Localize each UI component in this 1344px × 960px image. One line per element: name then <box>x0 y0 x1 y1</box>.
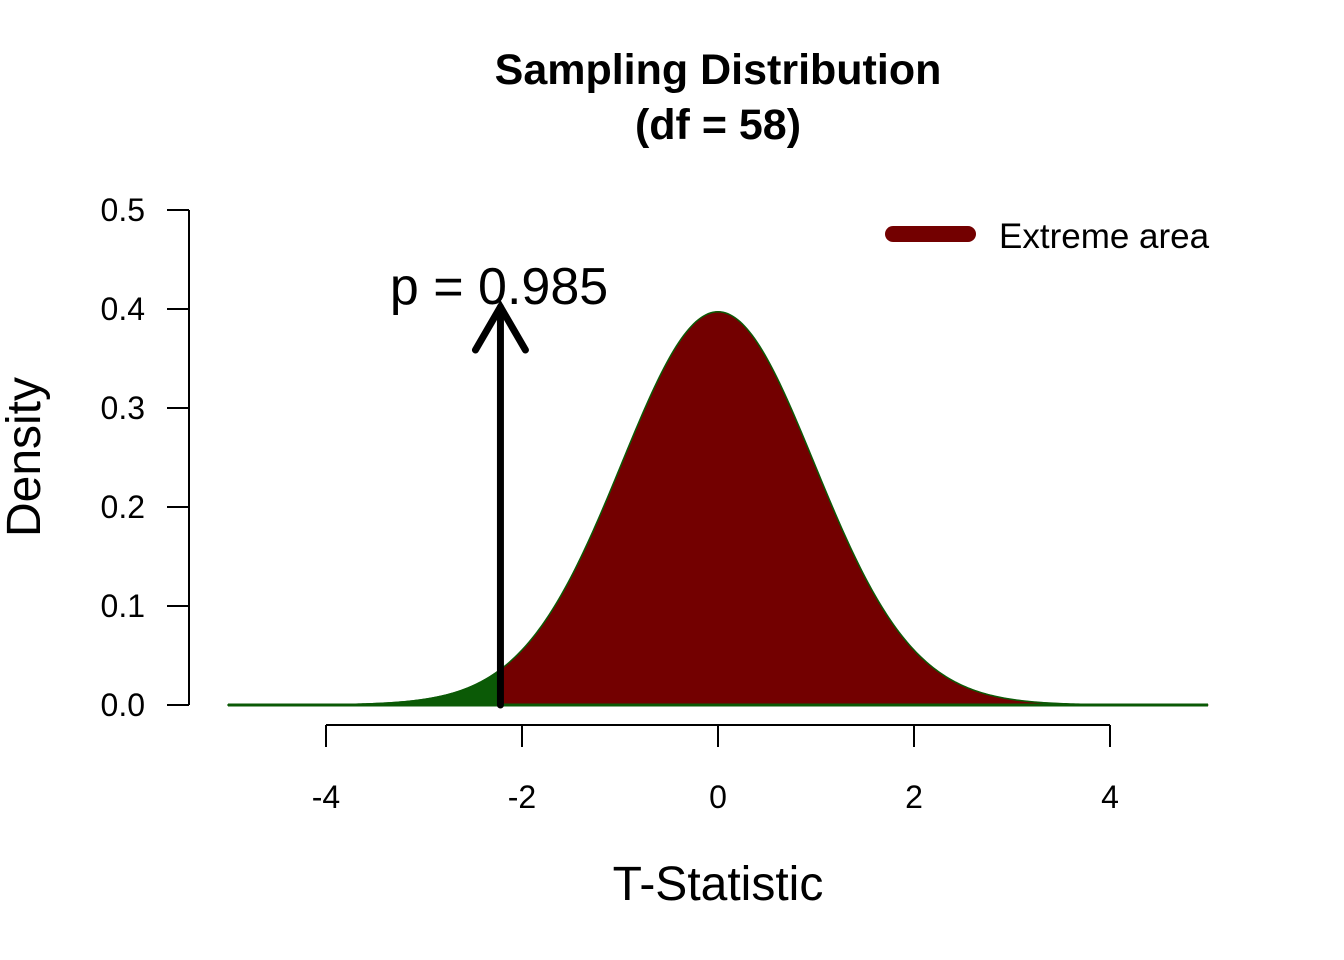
observed-t-arrow <box>471 300 529 709</box>
legend-label-extreme: Extreme area <box>999 217 1210 256</box>
extreme-area <box>499 311 1209 706</box>
chart-subtitle: (df = 58) <box>635 101 801 149</box>
x-tick-label: 4 <box>1101 779 1119 815</box>
y-tick-label: 0.2 <box>101 489 145 525</box>
y-tick-label: 0.0 <box>101 687 145 723</box>
y-tick-label: 0.4 <box>101 291 145 327</box>
legend: Extreme area <box>885 217 1210 256</box>
x-tick-label: 0 <box>709 779 727 815</box>
x-axis-title: T-Statistic <box>613 858 824 911</box>
x-tick-label: -2 <box>508 779 536 815</box>
density-area <box>227 310 1209 707</box>
y-axis: 0.0 0.1 0.2 0.3 0.4 0.5 <box>101 192 190 723</box>
x-tick-label: -4 <box>312 779 340 815</box>
chart-title: Sampling Distribution <box>495 46 942 94</box>
arrow-head <box>471 300 529 354</box>
y-axis-title: Density <box>0 377 51 537</box>
density-curve <box>228 310 1208 706</box>
y-tick-label: 0.3 <box>101 390 145 426</box>
x-tick-label: 2 <box>905 779 923 815</box>
y-tick-label: 0.1 <box>101 588 145 624</box>
p-value-annotation: p = 0.985 <box>390 258 608 316</box>
lower-tail-area <box>227 668 502 706</box>
x-axis: -4 -2 0 2 4 <box>312 724 1119 815</box>
y-tick-label: 0.5 <box>101 192 145 228</box>
